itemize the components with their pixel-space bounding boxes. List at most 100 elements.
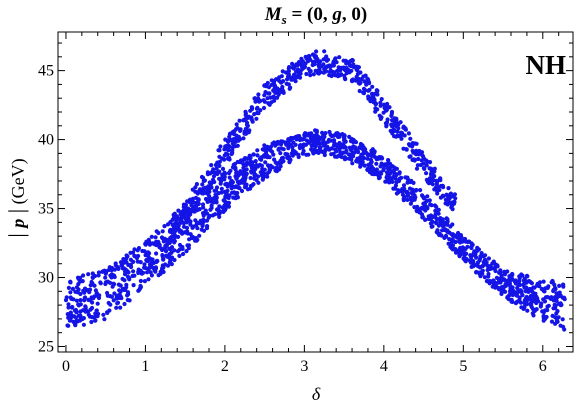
data-point xyxy=(256,96,261,101)
data-point xyxy=(72,308,78,313)
data-point xyxy=(389,118,395,123)
data-point xyxy=(129,264,134,270)
data-point xyxy=(180,246,185,251)
data-point xyxy=(177,253,182,258)
data-point xyxy=(378,116,383,121)
data-point xyxy=(256,180,261,185)
data-point xyxy=(486,274,491,279)
data-point xyxy=(81,308,86,313)
data-point xyxy=(200,202,206,207)
data-point xyxy=(361,149,366,154)
data-point xyxy=(343,139,348,144)
data-point xyxy=(341,58,346,63)
data-point xyxy=(254,116,259,121)
data-point xyxy=(412,205,417,210)
data-point xyxy=(267,102,272,107)
data-point xyxy=(414,187,419,193)
data-point xyxy=(452,199,457,204)
data-point xyxy=(312,133,317,138)
data-point xyxy=(424,163,429,168)
data-point xyxy=(447,201,452,206)
data-point xyxy=(328,132,333,137)
data-point xyxy=(83,304,88,309)
data-point xyxy=(172,240,177,245)
data-point xyxy=(157,245,162,250)
data-point xyxy=(298,71,303,76)
data-point xyxy=(507,289,513,294)
data-point xyxy=(372,150,377,156)
data-point xyxy=(336,154,341,159)
data-point xyxy=(104,269,109,274)
data-point xyxy=(326,139,331,144)
data-point xyxy=(173,235,178,240)
x-tick-label: 1 xyxy=(141,358,149,375)
data-point xyxy=(108,273,113,278)
data-point xyxy=(211,167,216,172)
data-point xyxy=(482,257,488,262)
data-point xyxy=(181,224,187,229)
data-point xyxy=(132,273,137,278)
data-point xyxy=(523,296,528,301)
data-point xyxy=(307,139,312,144)
data-point xyxy=(144,251,149,256)
data-point xyxy=(555,295,560,300)
data-point xyxy=(118,305,123,310)
data-point xyxy=(195,197,200,202)
data-point xyxy=(349,68,354,73)
data-points xyxy=(63,49,567,332)
data-point xyxy=(368,160,373,165)
data-point xyxy=(85,288,90,293)
data-point xyxy=(313,150,318,155)
data-point xyxy=(558,301,563,306)
data-point xyxy=(176,234,181,239)
data-point xyxy=(412,197,417,202)
data-point xyxy=(419,150,425,155)
data-point xyxy=(470,260,475,265)
data-point xyxy=(153,235,158,240)
data-point xyxy=(287,86,292,91)
data-point xyxy=(298,143,303,148)
data-point xyxy=(453,239,458,245)
data-point xyxy=(136,246,142,251)
data-point xyxy=(435,228,440,233)
data-point xyxy=(219,186,224,191)
data-point xyxy=(196,201,201,206)
data-point xyxy=(443,201,448,206)
data-point xyxy=(188,222,193,227)
data-point xyxy=(154,259,159,265)
data-point xyxy=(437,187,442,193)
data-point xyxy=(172,211,177,216)
data-point xyxy=(351,65,356,70)
data-point xyxy=(199,227,204,232)
data-point xyxy=(465,239,470,244)
data-point xyxy=(206,197,211,202)
data-point xyxy=(73,289,78,294)
data-point xyxy=(319,149,324,154)
data-point xyxy=(284,81,289,86)
data-point xyxy=(350,161,355,166)
data-point xyxy=(366,94,371,99)
data-point xyxy=(144,258,149,263)
data-point xyxy=(554,311,559,316)
data-point xyxy=(337,132,342,137)
data-point xyxy=(338,66,343,71)
data-point xyxy=(303,54,308,59)
data-point xyxy=(361,74,366,79)
data-point xyxy=(342,144,347,149)
data-point xyxy=(408,201,413,206)
data-point xyxy=(545,304,550,309)
data-point xyxy=(385,105,390,111)
data-point xyxy=(389,122,394,127)
data-point xyxy=(102,317,107,322)
data-point xyxy=(170,255,175,260)
data-point xyxy=(268,163,273,168)
data-point xyxy=(118,283,123,288)
data-point xyxy=(167,260,172,265)
data-point xyxy=(397,170,402,175)
data-point xyxy=(188,232,193,237)
data-point xyxy=(279,80,284,85)
data-point xyxy=(396,122,401,127)
data-point xyxy=(508,273,514,278)
data-point xyxy=(286,66,291,71)
